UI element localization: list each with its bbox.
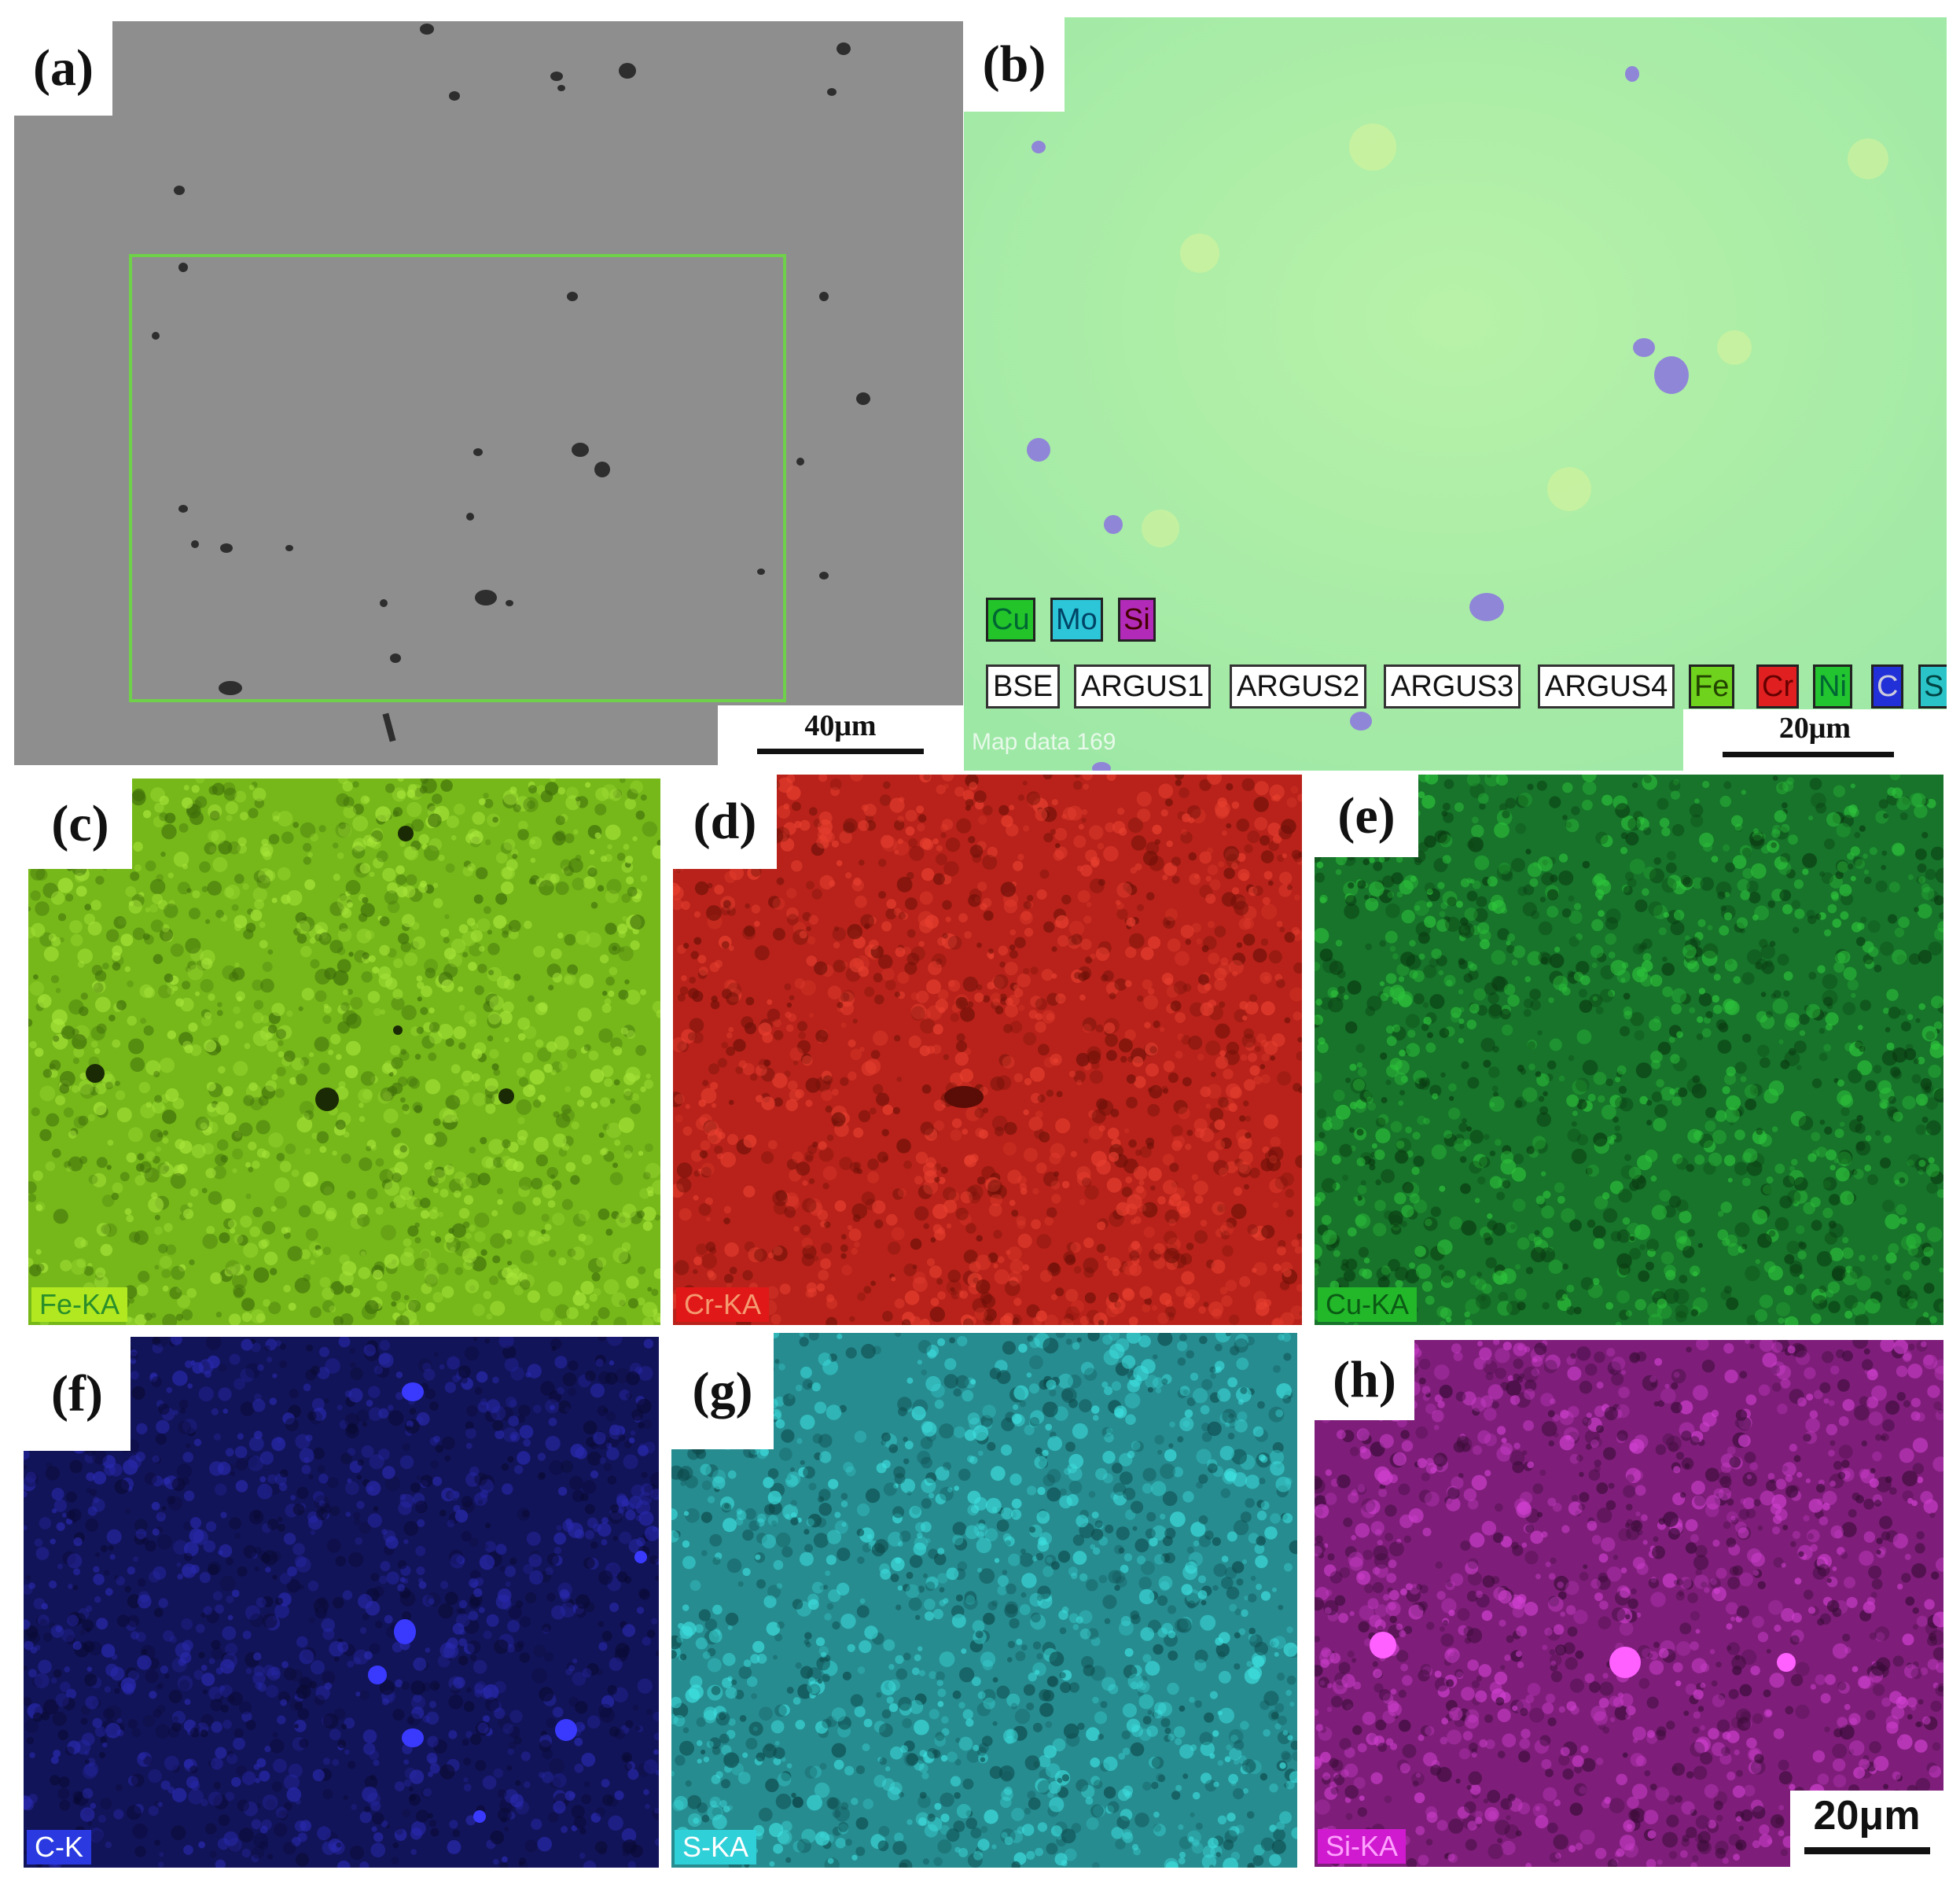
legend-box-argus2: ARGUS2 (1230, 664, 1367, 709)
scale-bar-a: 40μm (718, 705, 963, 765)
panel-a-sem-image: (a) 40μm (14, 21, 963, 765)
panel-h-si-map: (h) Si-KA 20μm (1315, 1340, 1943, 1867)
legend-chip-si: Si (1118, 598, 1156, 642)
panel-label-a: (a) (14, 21, 112, 116)
panel-label-c: (c) (28, 779, 132, 869)
legend-chip-mo: Mo (1050, 598, 1103, 642)
panel-b-eds-layered-map: (b) Cu Mo Si BSE ARGUS1 ARGUS2 ARGUS3 AR… (964, 17, 1947, 771)
scale-line-a (757, 749, 924, 754)
si-map-image (1315, 1340, 1943, 1867)
legend-chip-ni: Ni (1813, 664, 1852, 709)
scale-text-h: 20μm (1813, 1793, 1921, 1839)
panel-c-fe-map: (c) Fe-KA (28, 779, 660, 1325)
cr-map-image (673, 775, 1302, 1325)
scale-bar-b: 20μm (1683, 709, 1947, 771)
panel-e-cu-map: (e) Cu-KA (1315, 775, 1943, 1325)
panel-g-s-map: (g) S-KA (671, 1333, 1297, 1868)
scale-line-b (1723, 752, 1894, 757)
map-tag-cr: Cr-KA (676, 1287, 769, 1322)
legend-chip-fe: Fe (1689, 664, 1735, 709)
map-tag-c: C-K (27, 1830, 91, 1864)
legend-box-argus3: ARGUS3 (1384, 664, 1521, 709)
panel-f-c-map: (f) C-K (24, 1337, 659, 1868)
cu-map-image (1315, 775, 1943, 1325)
sem-image (14, 21, 963, 765)
panel-d-cr-map: (d) Cr-KA (673, 775, 1302, 1325)
panel-label-f: (f) (24, 1337, 131, 1451)
scale-text-b: 20μm (1778, 712, 1852, 745)
panel-label-e: (e) (1315, 775, 1418, 857)
legend-box-argus1: ARGUS1 (1074, 664, 1212, 709)
panel-label-g: (g) (671, 1333, 774, 1449)
legend-box-bse: BSE (986, 664, 1061, 709)
map-tag-cu: Cu-KA (1318, 1287, 1418, 1322)
panel-label-b: (b) (964, 17, 1065, 112)
scale-text-a: 40μm (804, 709, 877, 742)
map-data-watermark: Map data 169 (972, 729, 1116, 755)
panel-label-h: (h) (1315, 1340, 1414, 1420)
map-tag-s: S-KA (675, 1830, 757, 1864)
scale-line-h (1804, 1847, 1930, 1854)
s-map-image (671, 1333, 1297, 1868)
map-tag-fe: Fe-KA (31, 1287, 128, 1322)
fe-map-image (28, 779, 660, 1325)
legend-chip-c: C (1871, 664, 1904, 709)
legend-box-argus4: ARGUS4 (1538, 664, 1675, 709)
legend-chip-cu: Cu (986, 598, 1035, 642)
legend-chip-s: S (1918, 664, 1947, 709)
scale-bar-h: 20μm (1790, 1791, 1943, 1867)
legend-chip-cr: Cr (1756, 664, 1800, 709)
panel-label-d: (d) (673, 775, 777, 869)
eds-layered-image (964, 17, 1947, 771)
map-tag-si: Si-KA (1318, 1829, 1407, 1864)
